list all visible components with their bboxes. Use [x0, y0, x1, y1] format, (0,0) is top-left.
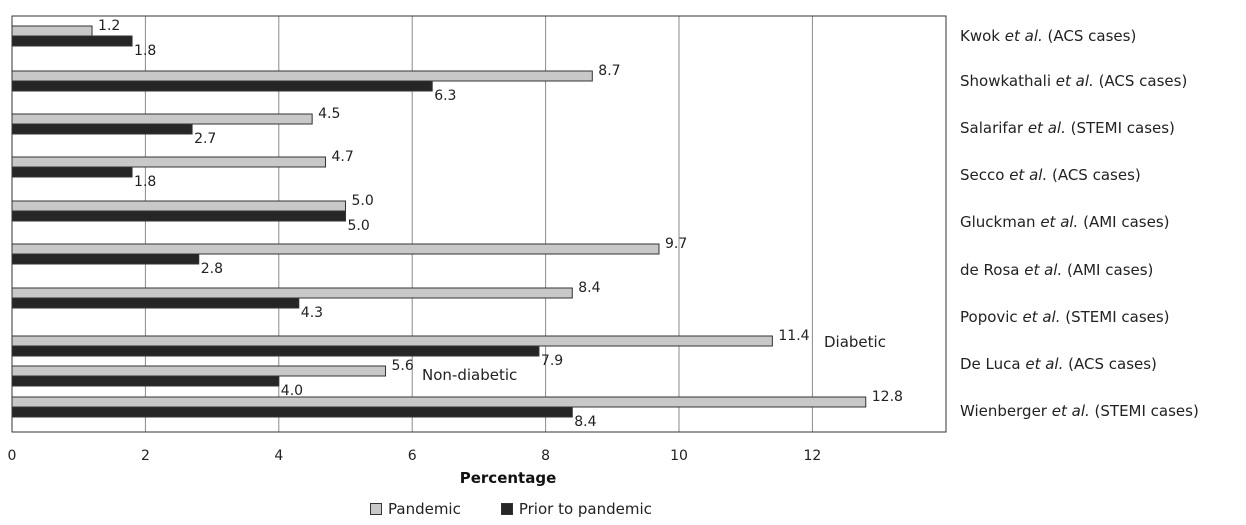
category-case-type: (ACS cases)	[1043, 27, 1137, 45]
legend-item-prior: Prior to pandemic	[500, 500, 652, 518]
x-tick-label: 6	[408, 448, 417, 464]
bar-pandemic	[11, 287, 573, 299]
x-tick-label: 8	[541, 448, 550, 464]
value-label-pandemic: 9.7	[665, 236, 687, 252]
category-etal: et al.	[1028, 119, 1066, 137]
category-name: Showkathali	[960, 72, 1056, 90]
value-label-prior: 2.7	[194, 131, 216, 147]
category-case-type: (ACS cases)	[1094, 72, 1188, 90]
value-label-prior: 1.8	[134, 43, 156, 59]
bar-prior	[11, 406, 573, 418]
bar-prior	[11, 210, 346, 222]
category-etal: et al.	[1052, 402, 1090, 420]
value-label-prior: 2.8	[201, 261, 223, 277]
value-label-prior: 4.0	[281, 383, 303, 399]
bar-prior	[11, 297, 300, 309]
plot-frame	[11, 15, 947, 433]
category-name: Kwok	[960, 27, 1005, 45]
category-etal: et al.	[1040, 213, 1078, 231]
category-name: Popovic	[960, 308, 1022, 326]
bar-prior	[11, 123, 193, 135]
category-etal: et al.	[1022, 308, 1060, 326]
legend-item-pandemic: Pandemic	[370, 500, 461, 518]
bar-prior	[11, 166, 133, 178]
category-label: de Rosa et al. (AMI cases)	[960, 261, 1153, 279]
value-label-prior: 6.3	[434, 88, 456, 104]
category-name: De Luca	[960, 355, 1025, 373]
value-label-prior: 7.9	[541, 353, 563, 369]
bar-prior	[11, 35, 133, 47]
bar-pandemic	[11, 396, 867, 408]
value-label-pandemic: 8.7	[598, 63, 620, 79]
bar-pandemic	[11, 243, 660, 255]
category-label: Showkathali et al. (ACS cases)	[960, 72, 1187, 90]
category-case-type: (ACS cases)	[1047, 166, 1141, 184]
category-name: de Rosa	[960, 261, 1024, 279]
category-label: Kwok et al. (ACS cases)	[960, 27, 1136, 45]
annotation-diabetic: Diabetic	[824, 333, 886, 351]
x-tick-label: 10	[670, 448, 688, 464]
bar-pandemic	[11, 70, 593, 82]
legend-label-prior: Prior to pandemic	[518, 500, 652, 518]
x-tick-label: 12	[803, 448, 821, 464]
bar-chart: 1.2 1.8 8.7 6.3 4.5 2.7 4.7 1.8 5.0 5.0 9.7 2.8 8.4 4…	[8, 15, 1199, 487]
category-etal: et al.	[1025, 355, 1063, 373]
bar-prior	[11, 345, 540, 357]
bar-pandemic	[11, 25, 93, 37]
x-tick-label: 2	[141, 448, 150, 464]
value-label-pandemic: 5.6	[392, 358, 414, 374]
value-label-pandemic: 12.8	[872, 389, 903, 405]
category-case-type: (AMI cases)	[1078, 213, 1169, 231]
category-case-type: (ACS cases)	[1063, 355, 1157, 373]
category-case-type: (STEMI cases)	[1066, 119, 1175, 137]
category-case-type: (AMI cases)	[1062, 261, 1153, 279]
bar-pandemic	[11, 200, 346, 212]
category-label: Wienberger et al. (STEMI cases)	[960, 402, 1199, 420]
legend-label-pandemic: Pandemic	[388, 500, 461, 518]
bar-pandemic	[11, 113, 313, 125]
category-case-type: (STEMI cases)	[1060, 308, 1169, 326]
bar-pandemic	[11, 365, 387, 377]
category-name: Secco	[960, 166, 1009, 184]
value-label-prior: 1.8	[134, 174, 156, 190]
value-label-pandemic: 4.5	[318, 106, 340, 122]
bar-prior	[11, 80, 433, 92]
x-tick-label: 4	[274, 448, 283, 464]
value-label-pandemic: 8.4	[578, 280, 600, 296]
category-name: Gluckman	[960, 213, 1040, 231]
value-label-pandemic: 4.7	[331, 149, 353, 165]
value-label-pandemic: 5.0	[352, 193, 374, 209]
bar-prior	[11, 375, 280, 387]
value-label-prior: 4.3	[301, 305, 323, 321]
legend-swatch-prior	[500, 503, 513, 515]
bar-pandemic	[11, 335, 773, 347]
category-label: Secco et al. (ACS cases)	[960, 166, 1141, 184]
value-label-prior: 5.0	[348, 218, 370, 234]
bar-pandemic	[11, 156, 326, 168]
value-label-prior: 8.4	[574, 414, 596, 430]
category-label: Gluckman et al. (AMI cases)	[960, 213, 1170, 231]
x-tick-label: 0	[8, 448, 17, 464]
legend-swatch-pandemic	[370, 503, 382, 515]
x-axis-title: Percentage	[460, 469, 557, 487]
category-name: Salarifar	[960, 119, 1028, 137]
value-label-pandemic: 11.4	[778, 328, 809, 344]
value-label-pandemic: 1.2	[98, 18, 120, 34]
category-etal: et al.	[1024, 261, 1062, 279]
category-case-type: (STEMI cases)	[1090, 402, 1199, 420]
category-etal: et al.	[1009, 166, 1047, 184]
category-label: De Luca et al. (ACS cases)	[960, 355, 1157, 373]
category-etal: et al.	[1005, 27, 1043, 45]
legend: Pandemic Prior to pandemic	[370, 500, 652, 518]
category-etal: et al.	[1056, 72, 1094, 90]
category-label: Salarifar et al. (STEMI cases)	[960, 119, 1175, 137]
annotation-non-diabetic: Non-diabetic	[422, 366, 517, 384]
bar-prior	[11, 253, 200, 265]
category-label: Popovic et al. (STEMI cases)	[960, 308, 1170, 326]
category-name: Wienberger	[960, 402, 1052, 420]
